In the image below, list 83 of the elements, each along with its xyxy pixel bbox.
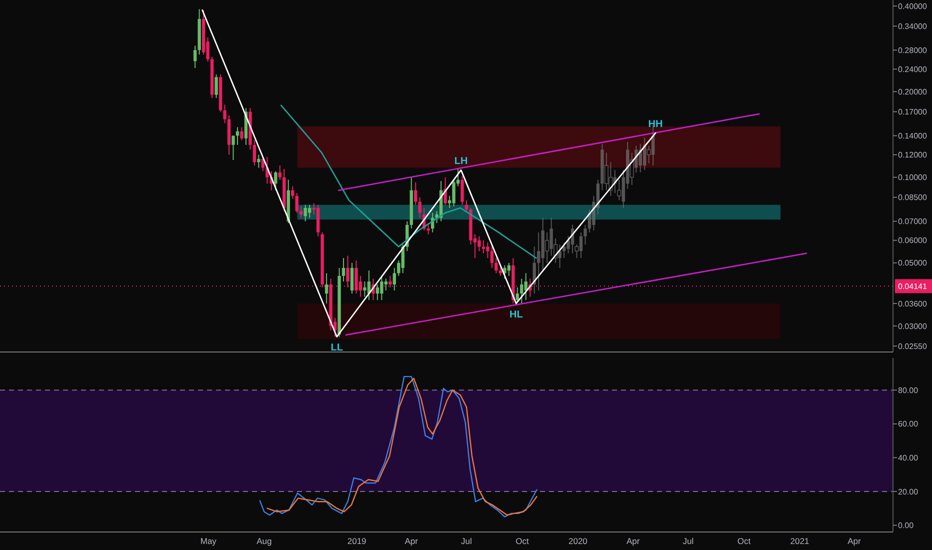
y-tick-label: 0.14000 — [898, 132, 928, 140]
candlestick — [464, 200, 468, 212]
candlestick — [418, 196, 422, 218]
candlestick — [503, 264, 506, 280]
candlestick — [274, 170, 278, 191]
x-tick-label: Apr — [404, 536, 418, 546]
x-tick-label: Aug — [256, 536, 272, 546]
candlestick — [460, 176, 464, 206]
annotation: LL — [330, 342, 343, 354]
candlestick — [300, 206, 303, 218]
candlestick — [252, 140, 256, 166]
candlestick — [584, 224, 587, 246]
x-tick-label: 2020 — [568, 536, 588, 546]
candlestick — [240, 126, 244, 141]
y-tick-label: 40.00 — [898, 453, 919, 462]
candlestick — [350, 262, 354, 294]
x-tick-label: Oct — [516, 536, 530, 546]
candlestick — [291, 186, 294, 200]
y-tick-label: 60.00 — [898, 420, 919, 429]
candlestick — [214, 74, 218, 98]
candlestick — [232, 135, 235, 160]
candlestick — [486, 242, 490, 259]
annotation: HH — [648, 119, 663, 130]
candlestick — [308, 204, 312, 218]
y-tick-label: 0.02550 — [898, 342, 928, 351]
y-tick-label: 0.05000 — [898, 258, 928, 268]
x-tick-label: Apr — [626, 536, 640, 546]
candlestick — [494, 258, 498, 274]
y-tick-label: 0.20000 — [898, 87, 928, 96]
candlestick — [193, 45, 197, 69]
x-tick-label: 2021 — [790, 536, 810, 546]
candlestick — [376, 284, 380, 301]
candlestick — [579, 232, 583, 259]
y-tick-label: 0.40000 — [898, 2, 928, 11]
y-tick-label: 0.10000 — [898, 173, 928, 182]
annotation: HL — [510, 309, 523, 320]
x-tick-label: Oct — [737, 536, 752, 546]
candlestick — [342, 258, 346, 282]
candlestick — [545, 232, 550, 264]
candlestick — [223, 104, 226, 124]
candlestick — [363, 281, 366, 298]
y-tick-label: 0.28000 — [898, 46, 928, 55]
candlestick — [354, 260, 358, 294]
ref-line-label: 0.04141 — [898, 282, 928, 291]
candlestick — [536, 232, 540, 291]
y-tick-label: 0.03000 — [898, 322, 928, 331]
y-tick-label: 0.06000 — [898, 236, 928, 246]
candlestick — [295, 192, 298, 214]
y-tick-label: 0.34000 — [898, 22, 928, 31]
candlestick — [426, 222, 430, 235]
candlestick — [516, 286, 519, 302]
candlestick — [278, 164, 282, 180]
candlestick — [562, 242, 566, 259]
y-tick-label: 0.03600 — [898, 299, 928, 308]
candlestick — [304, 204, 307, 222]
candlestick — [482, 240, 486, 254]
candlestick — [520, 278, 524, 304]
y-tick-label: 0.24000 — [898, 64, 928, 74]
x-tick-label: Apr — [848, 536, 862, 546]
y-tick-label: 0.12000 — [898, 150, 928, 160]
x-tick-label: Jul — [461, 536, 472, 546]
x-tick-label: May — [200, 536, 218, 546]
y-tick-label: 0.17000 — [898, 108, 928, 117]
y-tick-label: 0.08500 — [898, 193, 928, 202]
y-tick-label: 0.07000 — [898, 217, 928, 226]
candlestick — [384, 278, 388, 291]
x-tick-label: 2019 — [347, 536, 367, 546]
annotation: LH — [454, 156, 468, 168]
x-tick-label: Jul — [682, 536, 694, 546]
y-tick-label: 0.00 — [898, 521, 914, 530]
y-tick-label: 20.00 — [898, 487, 919, 496]
candlestick — [444, 176, 447, 206]
candlestick — [380, 275, 384, 301]
candlestick — [392, 267, 396, 291]
candlestick — [507, 262, 510, 276]
candlestick — [257, 154, 260, 168]
candlestick — [490, 246, 494, 268]
candlestick — [414, 182, 418, 206]
candlestick — [324, 272, 328, 304]
candlestick — [478, 236, 481, 252]
candlestick — [532, 246, 536, 294]
y-tick-label: 80.00 — [898, 386, 919, 395]
candlestick — [452, 179, 456, 207]
